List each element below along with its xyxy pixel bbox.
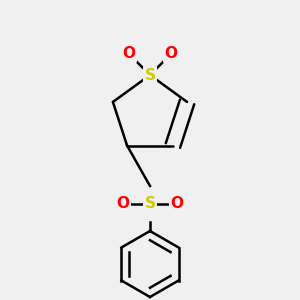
Text: O: O — [164, 46, 178, 62]
Text: O: O — [170, 196, 184, 211]
Text: S: S — [145, 68, 155, 82]
Text: O: O — [122, 46, 136, 62]
Text: O: O — [116, 196, 130, 211]
Text: S: S — [145, 196, 155, 211]
